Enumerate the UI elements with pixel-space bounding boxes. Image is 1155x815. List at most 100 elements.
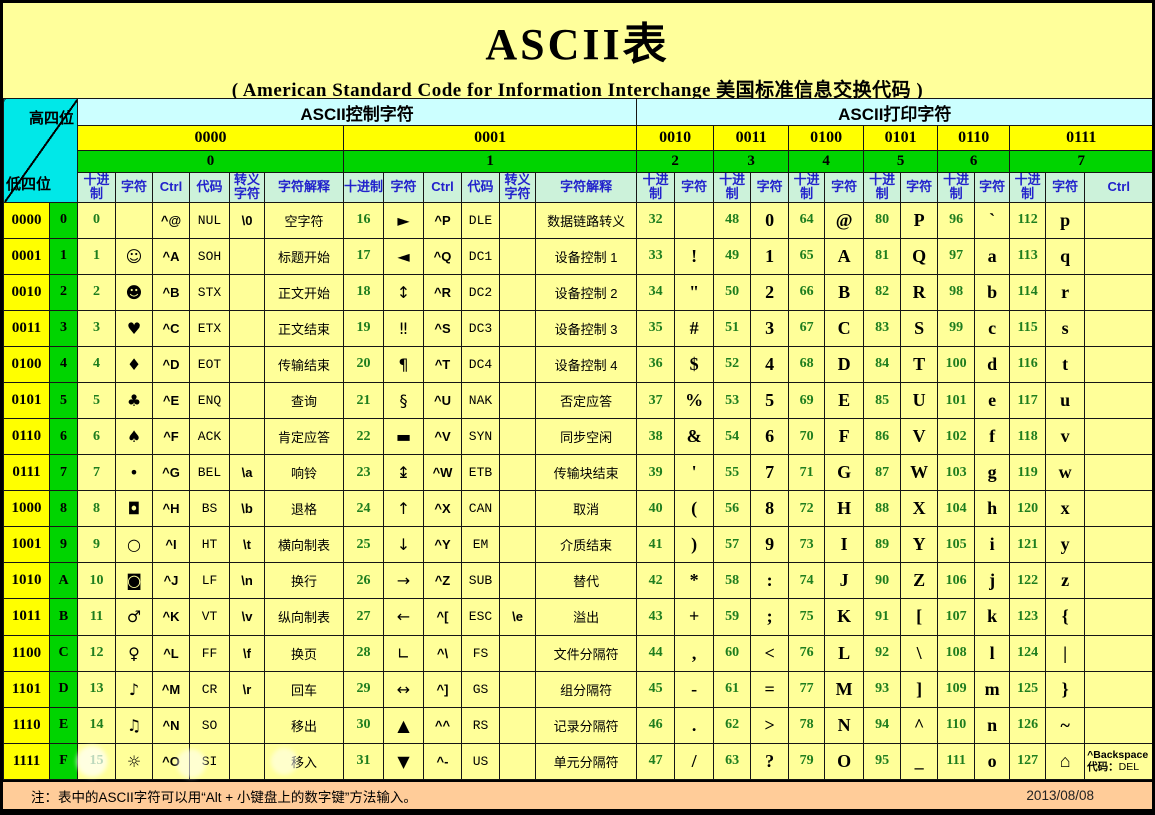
char-cell: X [900, 490, 939, 528]
code-cell: NAK [461, 381, 500, 420]
char-cell: 7 [750, 454, 790, 492]
colh-code: 代码 [461, 172, 500, 203]
escape-cell: \b [229, 490, 265, 528]
escape-cell [499, 634, 536, 672]
char-cell: + [674, 598, 715, 636]
code-cell: STX [189, 273, 230, 311]
dec-cell: 64 [788, 201, 826, 239]
colh-code: 代码 [189, 172, 230, 203]
char-cell: E [824, 381, 865, 420]
dec-cell: 49 [713, 237, 752, 275]
char-cell: L [824, 634, 865, 672]
escape-cell [499, 381, 536, 420]
code-cell: HT [189, 526, 230, 564]
low-bits-hex: B [49, 598, 78, 636]
char-cell: > [750, 706, 790, 744]
escape-cell: \a [229, 454, 265, 492]
dec-cell: 97 [937, 237, 976, 275]
ctrl-last-cell [1084, 490, 1152, 528]
low-bits-hex: 0 [49, 201, 78, 239]
ascii-row-0110: 0110 6 6 ♠ ^F ACK 肯定应答 22 ▬ ^V SYN 同步空闲 38 & 54 6 70 F 86 V… [3, 418, 1152, 456]
code-cell: GS [461, 670, 500, 708]
char-cell: ▬ [383, 418, 424, 456]
escape-cell [499, 418, 536, 456]
char-cell: s [1045, 309, 1086, 347]
low-bits-binary: 1010 [3, 562, 50, 600]
high-bin-0: 0000 [77, 125, 344, 151]
dec-cell: 2 [77, 273, 116, 311]
code-cell: DC3 [461, 309, 500, 347]
dec-cell: 22 [343, 418, 384, 456]
char-cell: 3 [750, 309, 790, 347]
ascii-row-1101: 1101 D 13 ♪ ^M CR \r 回车 29 ↔ ^] GS 组分隔符 45-61 = 77 M 93] 1… [3, 670, 1152, 708]
char-cell: I [824, 526, 865, 564]
dec-cell: 4 [77, 345, 116, 383]
escape-cell: \n [229, 562, 265, 600]
low-bits-binary: 1100 [3, 634, 50, 672]
char-cell: 6 [750, 418, 790, 456]
code-cell: DC2 [461, 273, 500, 311]
char-cell: y [1045, 526, 1086, 564]
ctrl-cell: ^C [152, 309, 190, 347]
char-cell: c [974, 309, 1011, 347]
char-cell: J [824, 562, 865, 600]
page-title: ASCII表 [485, 20, 670, 69]
desc-cell: 移出 [264, 706, 344, 744]
char-cell: R [900, 273, 939, 311]
ctrl-cell: ^^ [423, 706, 462, 744]
char-cell: ♂ [115, 598, 153, 636]
dec-cell: 7 [77, 454, 116, 492]
dec-cell: 98 [937, 273, 976, 311]
char-cell: v [1045, 418, 1086, 456]
char-cell: ' [674, 454, 715, 492]
dec-cell: 65 [788, 237, 826, 275]
code-cell: SI [189, 742, 230, 781]
char-cell: ( [674, 490, 715, 528]
char-cell: ♪ [115, 670, 153, 708]
ctrl-cell: ^Z [423, 562, 462, 600]
dec-cell: 17 [343, 237, 384, 275]
desc-cell: 正文结束 [264, 309, 344, 347]
char-cell: Q [900, 237, 939, 275]
dec-cell: 111 [937, 742, 976, 781]
ascii-row-0111: 0111 7 7 • ^G BEL \a 响铃 23 ↨ ^W ETB 传输块结束 39 ' 55 7 71 G 87… [3, 454, 1152, 492]
code-cell: DLE [461, 201, 500, 239]
ctrl-cell: ^M [152, 670, 190, 708]
dec-cell: 127 [1009, 742, 1047, 781]
high-bin-4: 0100 [788, 125, 865, 151]
code-cell: NUL [189, 201, 230, 239]
dec-cell: 75 [788, 598, 826, 636]
dec-cell: 80 [863, 201, 902, 239]
ctrl-cell: ^R [423, 273, 462, 311]
desc-cell: 横向制表 [264, 526, 344, 564]
ctrl-cell: ^H [152, 490, 190, 528]
dec-cell: 122 [1009, 562, 1047, 600]
dec-cell: 91 [863, 598, 902, 636]
char-cell: _ [900, 742, 939, 781]
desc-cell: 传输结束 [264, 345, 344, 383]
ctrl-last-cell [1084, 670, 1152, 708]
dec-cell: 77 [788, 670, 826, 708]
desc-cell: 同步空闲 [534, 418, 638, 456]
colh-char: 字符 [383, 172, 424, 203]
low-bits-hex: D [49, 670, 78, 708]
high-dec-4: 4 [788, 150, 865, 173]
ctrl-last-cell [1084, 634, 1152, 672]
ctrl-cell: ^] [423, 670, 462, 708]
char-cell: U [900, 381, 939, 420]
dec-cell: 83 [863, 309, 902, 347]
dec-cell: 62 [713, 706, 752, 744]
ctrl-cell: ^E [152, 381, 190, 420]
char-cell: % [674, 381, 715, 420]
colh-dec: 十进制 [713, 172, 752, 203]
desc-cell: 响铃 [264, 454, 344, 492]
char-cell: Y [900, 526, 939, 564]
desc-cell: 记录分隔符 [534, 706, 638, 744]
char-cell: g [974, 454, 1011, 492]
low-bits-hex: 2 [49, 273, 78, 311]
ctrl-cell: ^S [423, 309, 462, 347]
low-bits-binary: 0100 [3, 345, 50, 383]
dec-cell: 66 [788, 273, 826, 311]
desc-cell: 肯定应答 [264, 418, 344, 456]
desc-cell: 溢出 [534, 598, 638, 636]
